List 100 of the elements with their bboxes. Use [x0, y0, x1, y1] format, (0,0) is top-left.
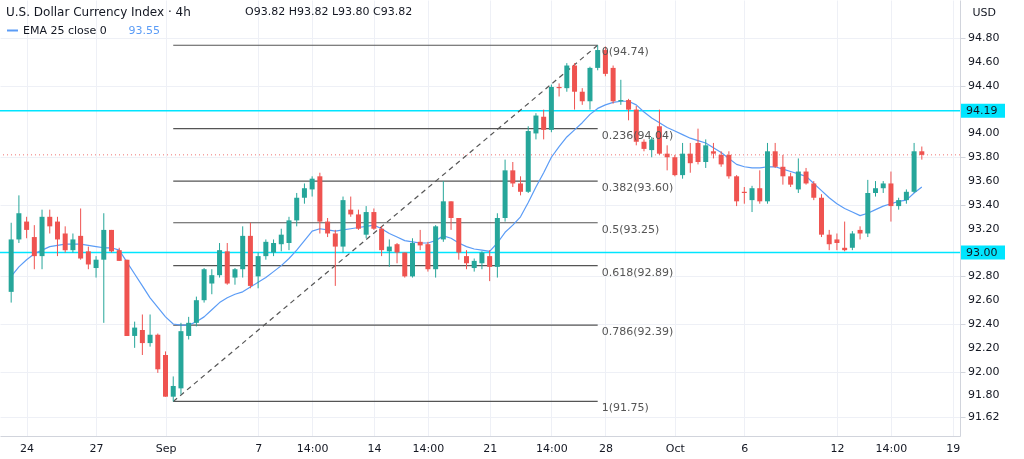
candlestick	[487, 249, 493, 282]
x-tick-label: 14:00	[875, 441, 908, 455]
candlestick	[31, 224, 37, 270]
ref-line-label: 0.618(92.89)	[601, 265, 674, 279]
x-tick-label: 14:00	[412, 441, 445, 455]
candlestick	[301, 182, 307, 205]
legend-label: EMA 25 close 0	[23, 23, 107, 37]
x-tick-label: 14:00	[536, 441, 568, 455]
candlestick	[463, 249, 469, 270]
candlestick	[24, 216, 30, 239]
y-tick-label: 94.00	[968, 126, 1000, 140]
y-tick-label: 91.62	[968, 409, 1000, 423]
annotation: O93.82 H93.82 L93.80 C93.82	[245, 5, 413, 18]
candlestick	[332, 229, 338, 287]
chart-title: U.S. Dollar Currency Index · 4h	[6, 5, 191, 19]
x-tick-label: 28	[598, 441, 613, 455]
candlestick	[147, 313, 153, 348]
candlestick	[139, 313, 145, 356]
candlestick	[687, 142, 693, 174]
candlestick	[309, 175, 315, 198]
annotation: 93.55	[128, 24, 160, 37]
candlestick	[757, 169, 763, 205]
candlestick	[394, 242, 400, 264]
candlestick	[371, 207, 377, 231]
candlestick	[278, 228, 284, 252]
x-tick-label: 24	[20, 441, 35, 455]
y-tick-label: 92.40	[968, 317, 1000, 331]
x-tick-label: 14:00	[296, 441, 329, 455]
candlestick	[132, 321, 138, 349]
candlestick	[626, 98, 632, 121]
ref-line-label: 0.786(92.39)	[601, 325, 674, 339]
candlestick	[47, 209, 53, 234]
candlestick	[85, 246, 91, 270]
candlestick	[695, 128, 701, 165]
x-tick-label: 6	[741, 441, 749, 455]
candlestick	[510, 161, 516, 188]
candlestick	[564, 62, 570, 93]
candlestick	[355, 209, 361, 231]
candlestick	[849, 230, 855, 251]
y-tick-label: 92.60	[968, 293, 1000, 307]
y-tick-label: 94.80	[968, 31, 1000, 45]
candlestick	[54, 216, 60, 257]
candlestick	[703, 138, 709, 169]
y-tick-label: 94.40	[968, 78, 1000, 92]
candlestick	[193, 296, 199, 327]
candlestick	[834, 232, 840, 251]
candlestick	[595, 44, 601, 71]
candlestick	[888, 171, 894, 223]
y-tick-label: 92.00	[968, 364, 1000, 378]
candlestick	[795, 157, 801, 194]
x-tick-label: 19	[946, 441, 961, 455]
x-tick-label: Oct	[665, 441, 686, 455]
y-tick-label: 93.80	[968, 150, 1000, 164]
ref-line-label: 93.00	[966, 245, 998, 259]
y-tick-label: 92.80	[968, 269, 1000, 283]
candlestick	[209, 268, 215, 295]
x-tick-label: 14	[367, 441, 382, 455]
x-tick-label: 27	[89, 441, 104, 455]
x-tick-label: 12	[830, 441, 845, 455]
candlestick	[672, 154, 678, 177]
candlestick	[379, 225, 385, 257]
candlestick	[70, 232, 76, 254]
x-tick-label: 21	[483, 441, 498, 455]
x-tick-label: 7	[255, 441, 263, 455]
candlestick	[93, 255, 99, 279]
y-tick-label: 91.80	[968, 388, 1000, 402]
candlestick	[541, 109, 547, 140]
candlestick	[680, 142, 686, 180]
y-axis-title: USD	[972, 5, 997, 19]
candlestick	[232, 267, 238, 286]
y-tick-label: 92.20	[968, 340, 1000, 354]
y-tick-label: 93.60	[968, 174, 1000, 188]
candlestick	[772, 142, 778, 169]
candlestick	[255, 252, 261, 289]
candlestick	[286, 216, 292, 251]
x-tick-label: Sep	[155, 441, 177, 455]
candlestick	[402, 252, 408, 279]
candlestick	[533, 112, 539, 140]
ref-line-label: 0.382(93.60)	[601, 181, 674, 195]
candlestick	[294, 192, 300, 227]
candlestick	[263, 238, 269, 261]
candlestick	[518, 175, 524, 196]
ref-line-label: 1(91.75)	[601, 401, 649, 415]
candlestick	[826, 229, 832, 251]
ref-line-label: 0.5(93.25)	[601, 222, 660, 236]
y-tick-label: 93.40	[968, 197, 1000, 211]
candlestick	[62, 225, 68, 254]
candlestick	[186, 316, 192, 341]
candlestick	[726, 150, 732, 180]
candlestick	[811, 180, 817, 201]
candlestick	[363, 205, 369, 239]
y-tick-label: 94.60	[968, 54, 1000, 68]
candlestick	[325, 217, 331, 238]
ref-line-label: 94.19	[966, 103, 998, 117]
candlestick	[448, 200, 454, 231]
candlestick	[780, 154, 786, 186]
candlestick	[78, 207, 84, 261]
y-tick-label: 93.20	[968, 221, 1000, 235]
candlestick	[170, 375, 176, 402]
candlestick	[749, 185, 755, 213]
